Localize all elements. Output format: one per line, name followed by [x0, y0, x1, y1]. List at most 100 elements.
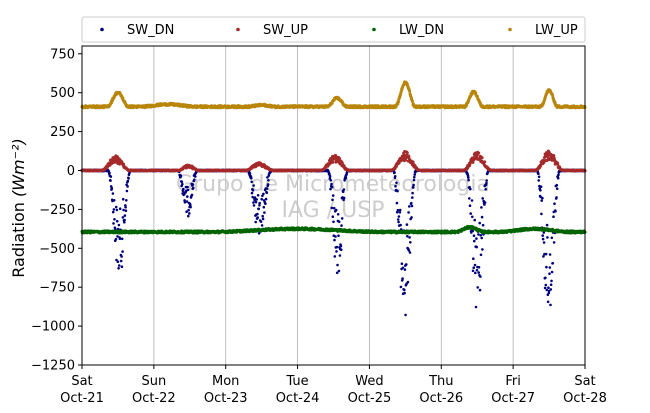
data-point — [475, 306, 478, 309]
data-point — [480, 254, 483, 257]
data-point — [557, 177, 560, 180]
series-lw-dn — [81, 225, 587, 235]
data-point — [409, 251, 412, 254]
data-point — [336, 264, 339, 267]
data-point — [413, 173, 416, 176]
data-point — [122, 198, 125, 201]
data-point — [406, 235, 409, 238]
data-point — [118, 264, 121, 267]
data-point — [334, 235, 337, 238]
data-point — [484, 201, 487, 204]
data-point — [124, 206, 127, 209]
data-point — [330, 183, 333, 186]
data-point — [112, 192, 115, 195]
data-point — [468, 197, 471, 200]
data-point — [474, 272, 477, 275]
data-point — [332, 221, 335, 224]
data-point — [187, 209, 190, 212]
data-point — [553, 202, 556, 205]
data-point — [476, 286, 479, 289]
data-point — [401, 277, 404, 280]
data-point — [331, 199, 334, 202]
data-point — [471, 216, 474, 219]
data-point — [121, 238, 124, 241]
data-point — [119, 207, 122, 210]
data-point — [541, 197, 544, 200]
data-point — [473, 234, 476, 237]
data-point — [333, 207, 336, 210]
data-point — [539, 189, 542, 192]
data-point — [546, 289, 549, 292]
data-point — [335, 250, 338, 253]
data-point — [409, 241, 412, 244]
data-point — [250, 177, 253, 180]
data-point — [331, 161, 334, 164]
data-point — [554, 210, 557, 213]
data-point — [339, 254, 342, 257]
data-point — [475, 246, 478, 249]
data-point — [127, 180, 130, 183]
data-point — [542, 238, 545, 241]
data-point — [181, 181, 184, 184]
data-point — [551, 237, 554, 240]
data-point — [266, 187, 269, 190]
data-point — [250, 181, 253, 184]
data-point — [111, 187, 114, 190]
data-point — [337, 234, 340, 237]
data-point — [345, 177, 348, 180]
data-point — [401, 262, 404, 265]
data-point — [328, 173, 331, 176]
data-point — [538, 176, 541, 179]
data-point — [556, 184, 559, 187]
data-point — [552, 262, 555, 265]
data-point — [484, 188, 487, 191]
data-point — [396, 202, 399, 205]
data-point — [541, 234, 544, 237]
data-point — [472, 270, 475, 273]
data-point — [338, 270, 341, 273]
data-point — [399, 211, 402, 214]
data-point — [477, 152, 480, 155]
data-point — [550, 283, 553, 286]
data-point — [408, 205, 411, 208]
data-point — [191, 194, 194, 197]
data-point — [267, 183, 270, 186]
data-point — [194, 175, 197, 178]
data-point — [481, 248, 484, 251]
data-point — [267, 179, 270, 182]
data-point — [123, 219, 126, 222]
data-point — [475, 237, 478, 240]
data-point — [399, 209, 402, 212]
data-point — [480, 237, 483, 240]
data-point — [124, 214, 127, 217]
data-point — [257, 194, 260, 197]
data-point — [116, 209, 119, 212]
data-point — [469, 212, 472, 215]
data-point — [126, 190, 129, 193]
data-point — [477, 233, 480, 236]
data-point — [115, 238, 118, 241]
data-point — [481, 197, 484, 200]
data-point — [397, 221, 400, 224]
data-point — [342, 190, 345, 193]
data-point — [471, 199, 474, 202]
data-point — [478, 266, 481, 269]
data-point — [556, 187, 559, 190]
data-point — [472, 257, 475, 260]
data-point — [485, 179, 488, 182]
data-point — [343, 188, 346, 191]
data-point — [120, 260, 123, 263]
data-point — [485, 182, 488, 185]
data-point — [338, 220, 341, 223]
data-point — [116, 220, 119, 223]
data-point — [332, 215, 335, 218]
data-point — [552, 215, 555, 218]
data-point — [257, 208, 260, 211]
data-point — [117, 267, 120, 270]
data-point — [258, 202, 261, 205]
data-point — [407, 211, 410, 214]
data-point — [117, 260, 120, 263]
data-point — [251, 192, 254, 195]
data-point — [181, 183, 184, 186]
